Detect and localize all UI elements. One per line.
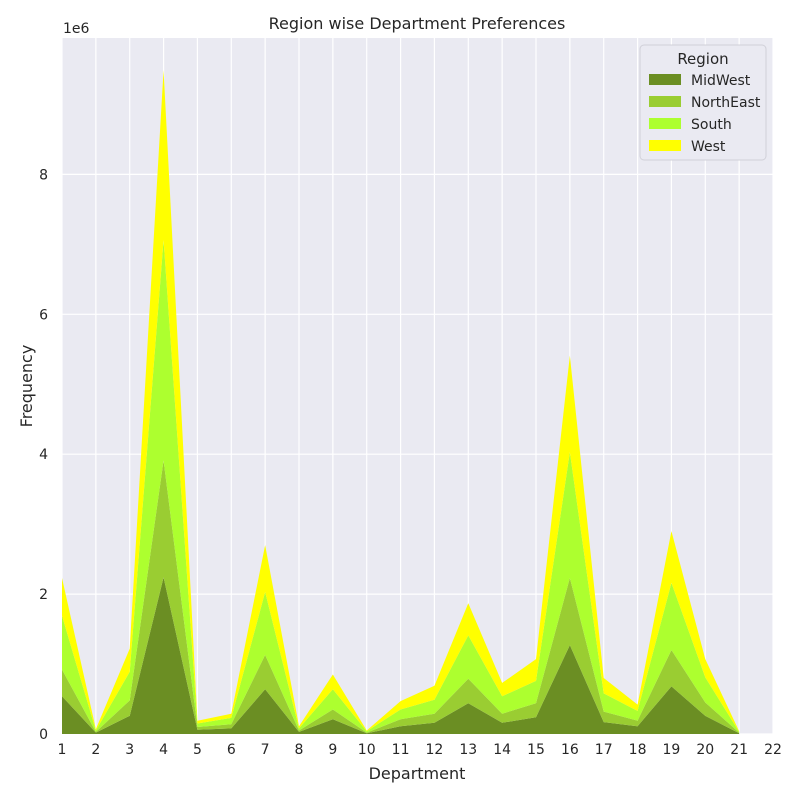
x-tick-label: 18 bbox=[629, 742, 647, 758]
x-tick-label: 9 bbox=[328, 742, 337, 758]
stacked-areas bbox=[62, 70, 740, 734]
area-west bbox=[62, 70, 740, 732]
x-tick-label: 8 bbox=[295, 742, 304, 758]
area-northeast bbox=[62, 460, 740, 734]
x-tick-label: 14 bbox=[493, 742, 511, 758]
y-scale-label: 1e6 bbox=[63, 21, 90, 37]
x-tick-label: 2 bbox=[91, 742, 100, 758]
x-tick-label: 7 bbox=[261, 742, 270, 758]
legend-label-south: South bbox=[691, 117, 732, 133]
x-tick-label: 11 bbox=[392, 742, 410, 758]
x-tick-label: 17 bbox=[595, 742, 613, 758]
x-tick-labels: 1 2 3 4 5 6 7 8 9 10 11 12 13 14 15 16 17 18 19 20 21 22 bbox=[58, 742, 782, 758]
y-tick-label: 0 bbox=[39, 727, 48, 743]
legend-title: Region bbox=[677, 50, 728, 68]
x-tick-label: 20 bbox=[696, 742, 714, 758]
x-tick-label: 16 bbox=[561, 742, 579, 758]
y-tick-label: 8 bbox=[39, 167, 48, 183]
y-tick-label: 2 bbox=[39, 587, 48, 603]
x-tick-label: 13 bbox=[459, 742, 477, 758]
legend-swatch-midwest bbox=[649, 74, 681, 85]
x-tick-label: 5 bbox=[193, 742, 202, 758]
x-tick-label: 15 bbox=[527, 742, 545, 758]
legend-items: MidWest NorthEast South West bbox=[649, 73, 761, 155]
x-tick-label: 10 bbox=[358, 742, 376, 758]
legend-swatch-west bbox=[649, 140, 681, 151]
x-tick-label: 12 bbox=[426, 742, 444, 758]
y-axis-label: Frequency bbox=[17, 345, 36, 428]
x-tick-label: 22 bbox=[764, 742, 782, 758]
legend-swatch-south bbox=[649, 118, 681, 129]
legend: Region MidWest NorthEast South West bbox=[639, 44, 767, 161]
grid-lines bbox=[61, 38, 774, 735]
y-tick-label: 6 bbox=[39, 307, 48, 323]
x-tick-label: 19 bbox=[663, 742, 681, 758]
legend-label-northeast: NorthEast bbox=[691, 95, 761, 111]
x-tick-label: 21 bbox=[730, 742, 748, 758]
y-tick-labels: 0 2 4 6 8 bbox=[39, 167, 48, 743]
y-tick-label: 4 bbox=[39, 447, 48, 463]
area-midwest bbox=[62, 577, 740, 734]
chart-title: Region wise Department Preferences bbox=[269, 14, 566, 33]
legend-box bbox=[639, 44, 767, 161]
x-tick-label: 4 bbox=[159, 742, 168, 758]
x-tick-label: 3 bbox=[125, 742, 134, 758]
x-axis-label: Department bbox=[369, 764, 466, 783]
legend-label-west: West bbox=[691, 139, 726, 155]
area-south bbox=[62, 240, 740, 733]
legend-swatch-northeast bbox=[649, 96, 681, 107]
legend-label-midwest: MidWest bbox=[691, 73, 751, 89]
x-tick-label: 6 bbox=[227, 742, 236, 758]
x-tick-label: 1 bbox=[58, 742, 67, 758]
